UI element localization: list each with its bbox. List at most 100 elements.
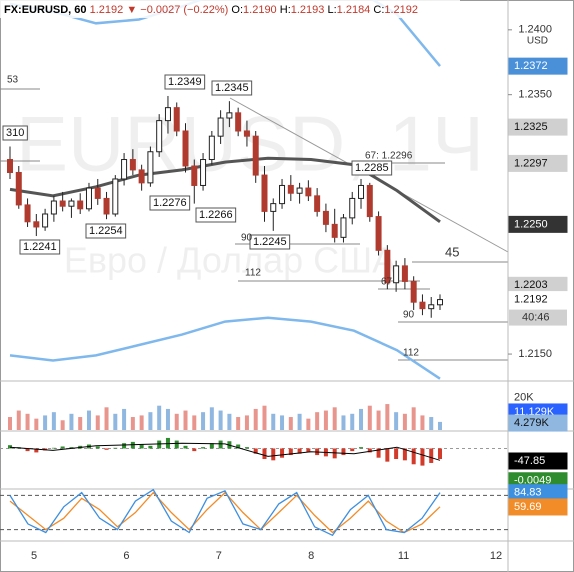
candle-body bbox=[314, 195, 321, 212]
histogram-bar bbox=[236, 444, 241, 449]
volume-bar bbox=[253, 408, 258, 430]
histogram-bar bbox=[113, 447, 118, 449]
annotation-box bbox=[19, 239, 61, 255]
volume-bar bbox=[271, 413, 276, 430]
histogram-bar bbox=[341, 448, 346, 456]
volume-bar bbox=[8, 417, 12, 430]
annotation: 90 bbox=[403, 310, 415, 321]
histogram-bar bbox=[271, 448, 276, 461]
candle-body bbox=[112, 178, 119, 215]
annotation-box bbox=[2, 125, 28, 141]
volume-bar bbox=[306, 418, 311, 430]
histogram-bar bbox=[201, 447, 206, 449]
symbol: FX:EURUSD, 60 bbox=[4, 4, 87, 16]
price-tag: 1.2203 bbox=[514, 279, 548, 291]
volume-bar bbox=[209, 407, 214, 430]
candle-body bbox=[33, 221, 40, 228]
price-tag-bg bbox=[508, 57, 568, 75]
volume-bar bbox=[315, 412, 320, 430]
candle-body bbox=[94, 187, 101, 199]
candle-body bbox=[340, 217, 347, 238]
volume-bar bbox=[341, 415, 346, 430]
candle-body bbox=[358, 184, 365, 199]
histogram-bar bbox=[183, 445, 188, 449]
price-tag: 1.2325 bbox=[514, 121, 548, 133]
volume-bar bbox=[113, 413, 118, 430]
volume-bar bbox=[367, 405, 372, 430]
annotation: 1.2345 bbox=[215, 82, 249, 94]
volume-bar bbox=[60, 420, 65, 430]
histogram-bar bbox=[262, 448, 267, 460]
volume-bar bbox=[201, 412, 206, 430]
stoch-k bbox=[9, 488, 441, 537]
candle-body bbox=[42, 213, 49, 228]
candle-body bbox=[235, 112, 242, 132]
candle-body bbox=[419, 301, 426, 310]
candle-body bbox=[226, 112, 233, 119]
annotation: 1.2245 bbox=[253, 236, 287, 248]
header: FX:EURUSD, 60 1.2192 ▼ −0.0027 (−0.22%) … bbox=[4, 4, 418, 16]
annotation: 53 bbox=[7, 75, 19, 86]
stoch-tag: 84.83 bbox=[514, 487, 542, 499]
candle-body bbox=[243, 130, 250, 137]
open: 1.2190 bbox=[243, 4, 277, 16]
annotation: 1.2276 bbox=[153, 197, 187, 209]
candle-body bbox=[261, 174, 268, 212]
volume-bar bbox=[69, 413, 74, 430]
histogram-bar bbox=[148, 445, 153, 449]
candle-body bbox=[7, 159, 13, 173]
candle-body bbox=[147, 151, 154, 184]
price-tag: 1.2250 bbox=[514, 218, 548, 230]
histogram-bar bbox=[122, 443, 127, 449]
y-tick-label: 1.2350 bbox=[518, 89, 552, 101]
annotation: 1.2285 bbox=[355, 162, 389, 174]
histogram-bar bbox=[280, 448, 285, 458]
stoch-tag-bg bbox=[508, 498, 568, 516]
histogram-bar bbox=[376, 448, 381, 458]
volume-bar bbox=[130, 417, 135, 430]
volume-bar bbox=[429, 417, 434, 430]
change: −0.0027 (−0.22%) bbox=[140, 4, 228, 16]
low: 1.2184 bbox=[337, 4, 371, 16]
x-tick-label: 12 bbox=[490, 550, 502, 562]
candle-body bbox=[59, 200, 66, 207]
histogram-bar bbox=[253, 448, 258, 454]
candle-body bbox=[77, 200, 84, 210]
volume-bar bbox=[104, 407, 109, 430]
candle-body bbox=[349, 197, 356, 219]
annotation-box bbox=[149, 195, 191, 211]
y-tick-label: 1.2150 bbox=[518, 348, 552, 360]
candle-body bbox=[200, 159, 207, 186]
volume-tag-bg bbox=[508, 414, 568, 432]
c-label: C: bbox=[373, 4, 384, 16]
histogram-bar bbox=[34, 448, 39, 453]
volume-bar bbox=[411, 407, 416, 430]
watermark: EURUSD, 1Ч bbox=[16, 100, 484, 188]
annotation: 112 bbox=[403, 348, 419, 359]
annotation: 67: 1.2296 bbox=[365, 151, 413, 162]
volume-bar bbox=[227, 413, 232, 430]
histogram-bar bbox=[411, 448, 416, 465]
close: 1.2192 bbox=[384, 4, 418, 16]
histogram-bar bbox=[60, 446, 65, 449]
volume-bar bbox=[394, 412, 399, 430]
upper-band bbox=[9, 0, 441, 67]
watermark: Евро / Доллар США bbox=[64, 240, 396, 281]
volume-bar bbox=[262, 405, 267, 430]
candle-body bbox=[384, 249, 391, 284]
volume-bar bbox=[148, 412, 153, 430]
annotation: 1.2266 bbox=[199, 209, 233, 221]
volume-bar bbox=[122, 408, 127, 430]
candle-body bbox=[50, 200, 57, 215]
histogram-bar bbox=[174, 440, 179, 449]
candle-body bbox=[217, 117, 224, 137]
annotation: 112 bbox=[245, 268, 261, 279]
l-label: L: bbox=[327, 4, 336, 16]
volume-tag: 4.279K bbox=[514, 417, 550, 429]
annotation: 45 bbox=[445, 244, 459, 259]
price-tag-bg bbox=[508, 291, 568, 309]
candle-body bbox=[68, 200, 75, 207]
histogram-bar bbox=[332, 448, 337, 459]
candle-body bbox=[156, 120, 163, 153]
